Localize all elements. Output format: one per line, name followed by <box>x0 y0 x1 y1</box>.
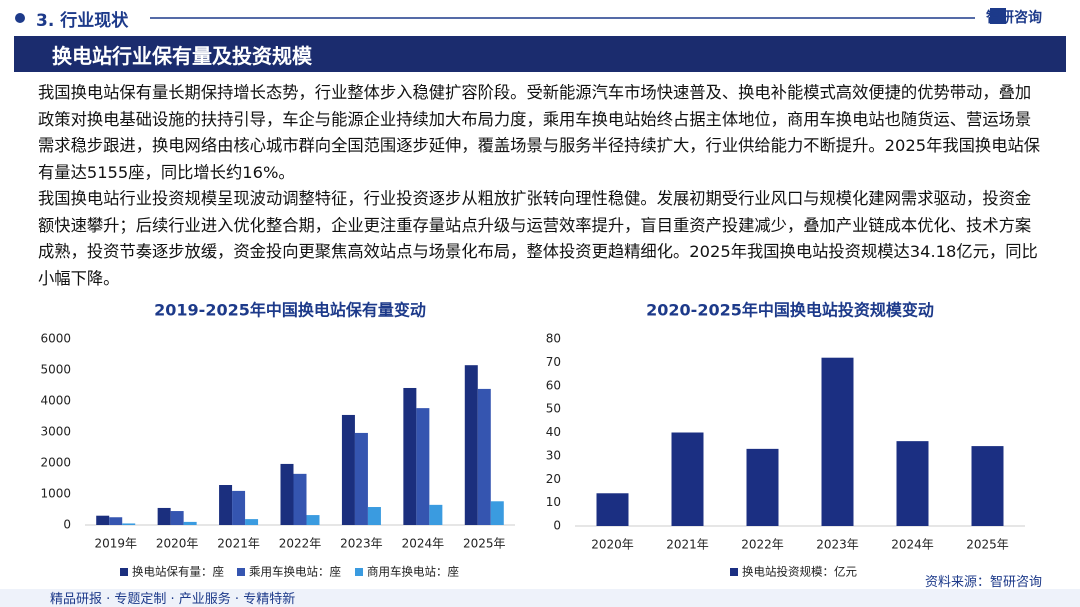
legend-swatch <box>120 568 128 576</box>
y-tick-label: 5000 <box>40 363 71 377</box>
bar <box>596 493 629 526</box>
bar <box>746 448 779 526</box>
bar <box>306 515 320 525</box>
y-tick-label: 6000 <box>40 332 71 346</box>
bar <box>403 387 417 525</box>
bar <box>245 519 259 525</box>
footer: 精品研报 · 专题定制 · 产业服务 · 专精特新 <box>50 592 296 607</box>
legend-label: 乘用车换电站：座 <box>249 565 341 579</box>
y-tick-label: 20 <box>546 472 561 486</box>
y-tick-label: 80 <box>546 332 561 346</box>
bar <box>477 388 491 525</box>
bar <box>671 432 704 526</box>
bar <box>122 523 136 525</box>
paragraph: 我国换电站行业投资规模呈现波动调整特征，行业投资逐步从粗放扩张转向理性稳健。发展… <box>38 189 1038 288</box>
page-title: 换电站行业保有量及投资规模 <box>52 44 312 68</box>
chart-title: 2019-2025年中国换电站保有量变动 <box>154 301 426 320</box>
footer-bar <box>0 589 1080 607</box>
source: 资料来源：智研咨询 <box>924 575 1042 590</box>
legend-swatch <box>730 568 738 576</box>
bar <box>354 432 368 525</box>
bar <box>293 473 307 525</box>
bar <box>170 511 184 525</box>
y-tick-label: 2000 <box>40 456 71 470</box>
legend-label: 换电站投资规模：亿元 <box>742 565 857 579</box>
y-tick-label: 0 <box>553 519 561 533</box>
section-title: 3. 行业现状 <box>36 11 129 31</box>
y-tick-label: 40 <box>546 425 561 439</box>
legend-label: 换电站保有量：座 <box>132 565 224 579</box>
y-tick-label: 1000 <box>40 487 71 501</box>
bar <box>280 463 294 525</box>
x-tick-label: 2021年 <box>666 538 709 552</box>
bar <box>96 515 110 525</box>
x-tick-label: 2025年 <box>966 538 1009 552</box>
legend-swatch <box>237 568 245 576</box>
y-tick-label: 70 <box>546 355 561 369</box>
paragraph: 我国换电站保有量长期保持增长态势，行业整体步入稳健扩容阶段。受新能源汽车市场快速… <box>38 83 1041 182</box>
bar <box>429 504 443 525</box>
y-tick-label: 0 <box>63 518 71 532</box>
bar <box>464 365 478 525</box>
x-tick-label: 2022年 <box>279 537 322 551</box>
legend-swatch <box>355 568 363 576</box>
x-tick-label: 2020年 <box>591 538 634 552</box>
bar <box>157 507 171 525</box>
legend-label: 商用车换电站：座 <box>367 565 459 579</box>
brand: 智研咨询 <box>986 10 1042 26</box>
bar <box>219 485 233 525</box>
x-tick-label: 2024年 <box>402 537 445 551</box>
bar <box>896 441 929 526</box>
bar <box>821 357 854 526</box>
x-tick-label: 2024年 <box>891 538 934 552</box>
x-tick-label: 2020年 <box>156 537 199 551</box>
y-tick-label: 30 <box>546 448 561 462</box>
x-tick-label: 2023年 <box>340 537 383 551</box>
bar <box>416 408 430 525</box>
x-tick-label: 2023年 <box>816 538 859 552</box>
bar <box>232 490 246 525</box>
y-tick-label: 50 <box>546 402 561 416</box>
y-tick-label: 4000 <box>40 394 71 408</box>
x-tick-label: 2025年 <box>463 537 506 551</box>
x-tick-label: 2021年 <box>217 537 260 551</box>
bar <box>341 414 355 525</box>
chart-title: 2020-2025年中国换电站投资规模变动 <box>646 301 934 320</box>
body-text: 我国换电站保有量长期保持增长态势，行业整体步入稳健扩容阶段。受新能源汽车市场快速… <box>38 80 1046 292</box>
y-tick-label: 10 <box>546 495 561 509</box>
bar <box>109 517 123 525</box>
x-tick-label: 2022年 <box>741 538 784 552</box>
x-tick-label: 2019年 <box>94 537 137 551</box>
title-bar <box>14 36 1066 72</box>
bar <box>490 501 504 525</box>
logo <box>990 8 1006 24</box>
bar <box>183 521 197 525</box>
y-tick-label: 3000 <box>40 425 71 439</box>
bar <box>367 507 381 525</box>
y-tick-label: 60 <box>546 378 561 392</box>
bar <box>971 446 1004 526</box>
bullet <box>15 13 25 23</box>
